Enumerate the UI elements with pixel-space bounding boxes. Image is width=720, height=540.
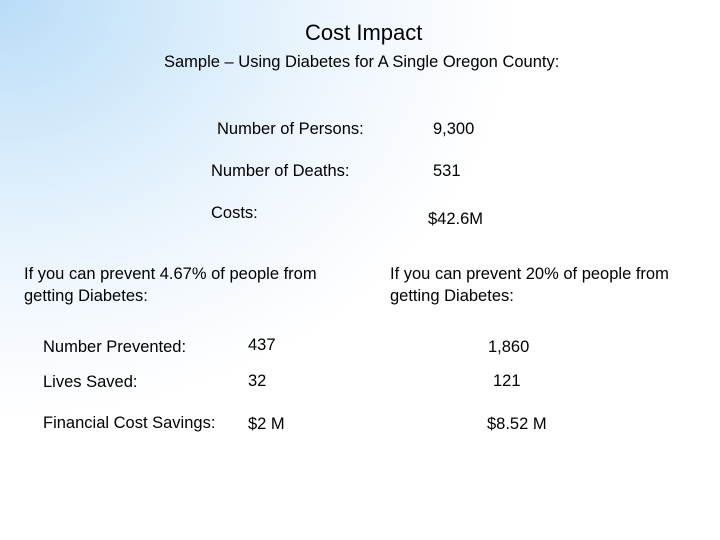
scenario-left-heading: If you can prevent 4.67% of people from … bbox=[24, 265, 317, 305]
prevented-value-b: 1,860 bbox=[488, 338, 530, 356]
persons-value: 9,300 bbox=[433, 120, 475, 138]
costs-label: Costs: bbox=[211, 204, 258, 222]
lives-value-b: 121 bbox=[493, 372, 521, 390]
prevented-label: Number Prevented: bbox=[43, 338, 187, 356]
deaths-label: Number of Deaths: bbox=[211, 162, 350, 180]
costs-value: $42.6M bbox=[428, 210, 484, 228]
lives-value-a: 32 bbox=[248, 372, 267, 390]
page-title: Cost Impact bbox=[305, 20, 423, 45]
deaths-value: 531 bbox=[433, 162, 461, 180]
lives-label: Lives Saved: bbox=[43, 373, 138, 391]
prevented-value-a: 437 bbox=[248, 336, 276, 354]
savings-label: Financial Cost Savings: bbox=[43, 414, 216, 432]
page-subtitle: Sample – Using Diabetes for A Single Ore… bbox=[164, 53, 560, 71]
scenario-right-heading: If you can prevent 20% of people from ge… bbox=[390, 265, 669, 305]
savings-value-a: $2 M bbox=[248, 415, 285, 433]
savings-value-b: $8.52 M bbox=[487, 415, 547, 433]
persons-label: Number of Persons: bbox=[217, 120, 364, 138]
